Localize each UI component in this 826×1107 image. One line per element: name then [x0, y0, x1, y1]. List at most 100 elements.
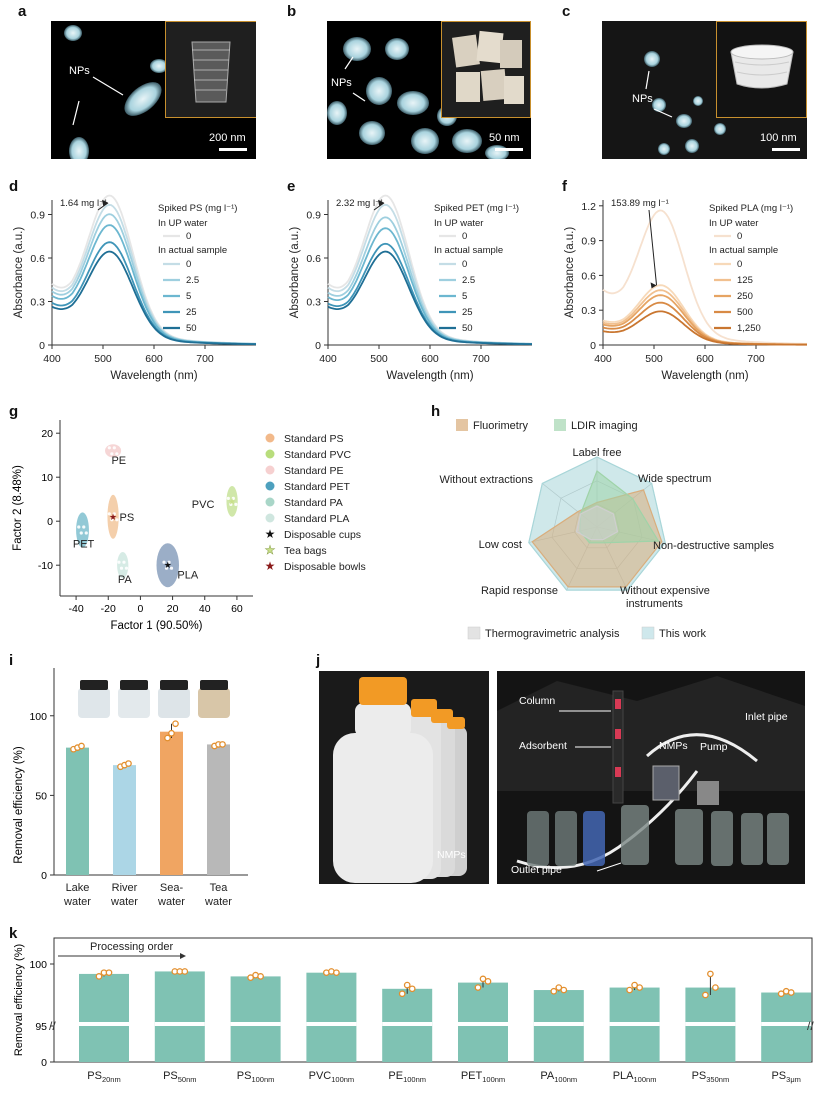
panel-label-b: b	[287, 3, 297, 20]
micrograph-b-inset	[441, 21, 531, 118]
x-tick-main: PS	[87, 1070, 102, 1082]
annotation-arrowhead	[378, 199, 385, 206]
legend-entry: 50	[462, 323, 473, 334]
setup-photo	[497, 671, 805, 884]
x-tick-sub: 100nm	[634, 1075, 657, 1084]
data-point	[636, 984, 643, 991]
x-tick-main: PA	[540, 1070, 555, 1082]
x-tick-main: PET	[461, 1070, 483, 1082]
axis-break	[609, 1022, 660, 1026]
bar-2	[230, 976, 281, 1062]
x-tick-sub: 350nm	[706, 1075, 729, 1084]
x-tick-label: water	[63, 896, 91, 908]
annotation-arrowhead	[102, 199, 109, 206]
legend-group2: In actual sample	[434, 245, 503, 256]
y-tick-label: 10	[41, 472, 53, 484]
legend-group1: In UP water	[709, 218, 758, 229]
x-axis-title: Wavelength (nm)	[661, 370, 748, 382]
x-tick-sub: 100nm	[554, 1075, 577, 1084]
x-tick-label: PVC100nm	[309, 1070, 355, 1084]
legend-group1: In UP water	[434, 218, 483, 229]
spectrum-line-0	[602, 209, 807, 345]
x-tick-label: PET100nm	[461, 1070, 505, 1084]
sample-jar	[158, 688, 190, 718]
y-tick-label: 0	[47, 516, 53, 528]
star-marker: ★	[164, 560, 172, 570]
annotation-arrow	[648, 209, 658, 286]
x-tick-sub: 50nm	[178, 1075, 197, 1084]
spectrum-line-50	[51, 250, 256, 346]
chart-g: -10 0 10 20 -40 -20 0 20 40 60 Factor 1 (90.50%) Fa…	[12, 420, 366, 632]
micrograph-c-inset	[716, 21, 807, 118]
axis-break	[382, 1022, 433, 1026]
sample-jar-cap	[200, 680, 228, 690]
bowls-photo	[717, 22, 806, 117]
data-point	[707, 970, 714, 978]
photo-j-nmps-label: NMPs	[659, 740, 688, 752]
x-tick-label: water	[110, 896, 138, 908]
panel-label-i: i	[9, 652, 14, 669]
scalebar-c-label: 100 nm	[760, 132, 797, 144]
bottles-photo	[319, 671, 489, 884]
annotation-arrow	[373, 202, 385, 211]
scalebar-c	[772, 148, 800, 151]
legend-entry: Standard PE	[284, 465, 344, 477]
data-point	[181, 968, 189, 975]
y-tick-label: 0.6	[581, 270, 596, 282]
y-tick-label: 20	[41, 428, 53, 440]
panel-label-g: g	[9, 403, 19, 420]
cluster-point	[115, 452, 119, 456]
data-point	[631, 981, 638, 989]
x-tick-main: PVC	[309, 1070, 332, 1082]
legend-entry: Tea bags	[284, 545, 327, 557]
y-tick-label: 0.3	[581, 305, 596, 317]
legend-group2: In actual sample	[709, 245, 778, 256]
legend-swatch	[467, 626, 481, 640]
cluster-point	[112, 446, 116, 450]
x-tick-label: 400	[319, 353, 337, 365]
legend-entry: 250	[737, 291, 753, 302]
panel-label-d: d	[9, 178, 19, 195]
bar-6	[533, 990, 584, 1062]
sample-jar-cap	[160, 680, 188, 690]
legend-entry: LDIR imaging	[571, 420, 638, 432]
legend-marker	[265, 449, 275, 459]
legend-entry: 0	[462, 231, 467, 242]
x-tick-label: 40	[199, 603, 211, 615]
x-tick-sub: 100nm	[403, 1075, 426, 1084]
legend-marker: ★	[265, 527, 276, 541]
y-tick-label: 0.3	[30, 297, 45, 309]
annotation-arrowhead	[180, 953, 186, 959]
y-tick-label: 0	[41, 870, 47, 882]
sample-jar	[198, 688, 230, 718]
x-tick-label: 400	[594, 353, 612, 365]
y-tick-label: 0.9	[306, 210, 321, 222]
photo-j-outlet-label: Outlet pipe	[511, 864, 562, 876]
data-point	[626, 986, 633, 994]
legend-swatch	[554, 419, 566, 431]
x-tick-label: Lake	[66, 882, 90, 894]
legend-swatch	[641, 626, 655, 640]
x-tick-label: 0	[137, 603, 143, 615]
x-tick-label: 400	[43, 353, 61, 365]
legend-marker	[265, 481, 275, 491]
legend-title: Spiked PS (mg l⁻¹)	[158, 203, 237, 214]
data-point	[479, 975, 487, 983]
x-tick-sub: 100nm	[251, 1075, 274, 1084]
x-tick-label: PA100nm	[540, 1070, 577, 1084]
cluster-label: PLA	[177, 569, 198, 581]
legend-marker: ★	[265, 559, 276, 573]
panel-label-k: k	[9, 925, 18, 942]
sample-jars-photo	[78, 680, 230, 718]
legend-title: Spiked PET (mg l⁻¹)	[434, 203, 519, 214]
x-tick-label: 700	[196, 353, 214, 365]
legend-entry: 2.5	[462, 275, 475, 286]
legend-entry: 5	[186, 291, 191, 302]
axis-break-mark-left: //	[49, 1019, 56, 1033]
cluster-point	[107, 512, 111, 516]
legend-marker	[265, 497, 275, 507]
legend-marker	[265, 433, 275, 443]
data-point	[403, 981, 411, 989]
data-point	[247, 974, 254, 981]
data-point	[168, 729, 175, 737]
